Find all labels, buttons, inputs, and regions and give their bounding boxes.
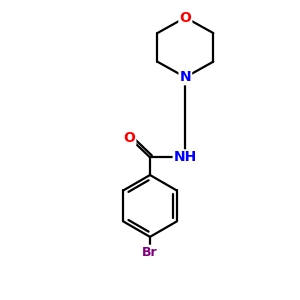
Text: N: N bbox=[179, 70, 191, 84]
Text: Br: Br bbox=[142, 246, 158, 259]
Text: O: O bbox=[179, 11, 191, 25]
Text: NH: NH bbox=[174, 150, 197, 164]
Text: O: O bbox=[124, 130, 135, 145]
